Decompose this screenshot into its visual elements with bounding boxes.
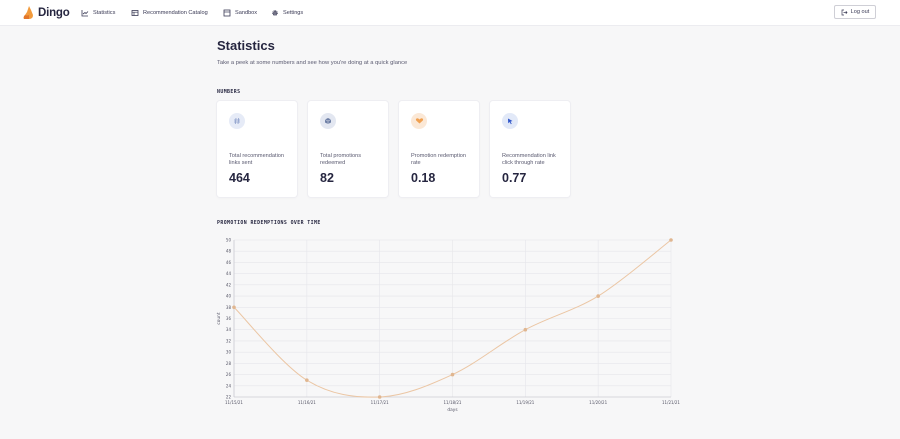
y-tick-label: 40 — [226, 294, 232, 299]
chart-section-label: PROMOTION REDEMPTIONS OVER TIME — [217, 220, 321, 226]
stat-card-label: Total promotions redeemed — [320, 153, 362, 167]
y-tick-label: 46 — [226, 260, 232, 265]
gear-icon — [272, 10, 278, 16]
data-point — [596, 294, 600, 298]
box-icon — [320, 113, 336, 129]
data-point — [450, 372, 455, 377]
y-tick-label: 50 — [226, 238, 232, 243]
stat-card-promotions-redeemed: Total promotions redeemed 82 — [308, 101, 388, 197]
y-tick-label: 38 — [226, 305, 232, 310]
hash-icon — [229, 113, 245, 129]
stat-card-label: Recommendation link click through rate — [502, 153, 556, 167]
sandbox-icon — [223, 9, 231, 17]
numbers-section-label: NUMBERS — [217, 89, 241, 95]
chart-line-icon — [81, 10, 89, 17]
nav-item-label: Sandbox — [235, 10, 258, 16]
data-point — [305, 378, 309, 382]
cursor-click-icon — [502, 113, 518, 129]
x-tick-label: 11/17/21 — [371, 400, 389, 405]
y-tick-label: 30 — [226, 350, 232, 355]
page-subtitle: Take a peek at some numbers and see how … — [217, 60, 408, 66]
y-tick-label: 32 — [226, 338, 232, 343]
stat-card-value: 464 — [229, 171, 250, 185]
catalog-icon — [131, 10, 139, 16]
stat-card-value: 0.77 — [502, 171, 527, 185]
stat-card-click-through-rate: Recommendation link click through rate 0… — [490, 101, 570, 197]
nav-item-sandbox[interactable]: Sandbox — [223, 8, 257, 18]
nav-item-settings[interactable]: Settings — [271, 8, 303, 18]
nav-item-label: Settings — [283, 10, 304, 16]
x-tick-label: 11/15/21 — [225, 400, 243, 405]
nav-item-recommendation-catalog[interactable]: Recommendation Catalog — [131, 8, 208, 18]
logout-label: Log out — [850, 9, 870, 15]
x-tick-label: 11/19/21 — [516, 400, 534, 405]
dingo-logo-icon — [23, 6, 33, 19]
logout-button[interactable]: Log out — [834, 5, 876, 19]
top-navigation-bar: Dingo Statistics Recommendation Catalog … — [0, 0, 900, 26]
y-tick-label: 24 — [226, 383, 232, 388]
data-point — [669, 238, 673, 242]
promotion-redemptions-chart: 22 24 26 28 30 32 34 36 38 40 42 44 46 48 50 11/15/21 11… — [216, 238, 680, 414]
y-tick-label: 28 — [226, 361, 232, 366]
nav-item-label: Recommendation Catalog — [143, 10, 208, 16]
stat-card-value: 0.18 — [411, 171, 436, 185]
stat-card-links-sent: Total recommendation links sent 464 — [217, 101, 297, 197]
nav-item-statistics[interactable]: Statistics — [81, 8, 115, 18]
y-tick-label: 22 — [226, 395, 232, 400]
y-tick-label: 42 — [226, 282, 232, 287]
y-tick-label: 34 — [226, 327, 232, 332]
x-tick-label: 11/18/21 — [444, 400, 462, 405]
y-tick-label: 36 — [226, 316, 232, 321]
data-point — [377, 395, 382, 399]
y-axis-label: count — [216, 312, 222, 324]
stat-card-label: Total recommendation links sent — [229, 153, 285, 167]
page-title: Statistics — [217, 38, 275, 53]
data-point — [523, 327, 528, 332]
heart-hands-icon — [411, 113, 427, 129]
x-tick-label: 11/21/21 — [662, 400, 680, 405]
stat-card-value: 82 — [320, 171, 334, 185]
y-tick-label: 44 — [226, 271, 232, 276]
nav-item-label: Statistics — [93, 10, 116, 16]
x-axis-label: days — [447, 407, 458, 413]
brand-name: Dingo — [38, 7, 70, 19]
brand-logo-link[interactable]: Dingo — [22, 5, 70, 21]
data-point — [232, 305, 236, 310]
stat-card-redemption-rate: Promotion redemption rate 0.18 — [399, 101, 479, 197]
stat-card-label: Promotion redemption rate — [411, 153, 467, 167]
x-tick-label: 11/20/21 — [589, 400, 607, 405]
y-tick-label: 26 — [226, 372, 232, 377]
y-tick-label: 48 — [226, 249, 232, 254]
x-tick-label: 11/16/21 — [298, 400, 316, 405]
logout-icon — [841, 9, 848, 15]
